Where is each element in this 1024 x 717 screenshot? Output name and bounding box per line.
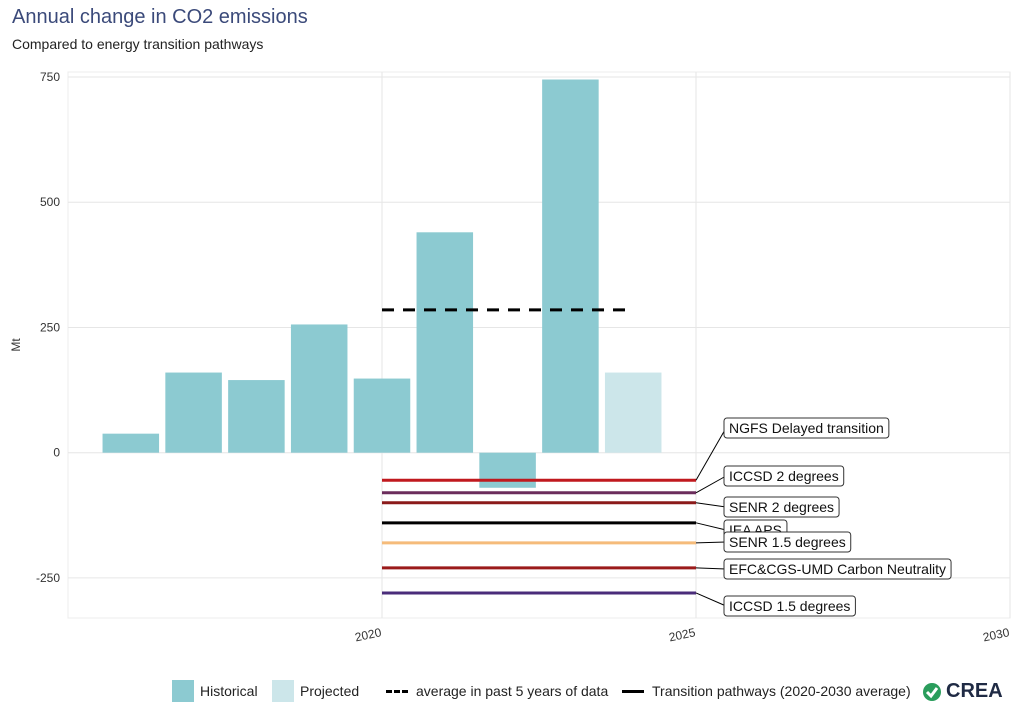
historical-bar — [479, 452, 536, 488]
pathway-label-box — [723, 558, 952, 580]
legend-projected-label: Projected — [300, 683, 360, 699]
chart-canvas: -250 0 250 500 750 2020 2025 2030 Mt NGFS Delayed… — [9, 70, 1011, 644]
x-tick-label: 2025 — [668, 625, 697, 644]
historical-bar — [102, 433, 160, 453]
legend-historical: Historical — [172, 680, 258, 702]
historical-bar — [542, 79, 599, 453]
legend-average-label: average in past 5 years of data — [416, 683, 609, 699]
plot-panel — [67, 71, 1011, 619]
crea-logo-icon — [923, 682, 941, 701]
y-tick-label: 0 — [53, 446, 60, 460]
historical-bar — [228, 380, 285, 453]
chart-subtitle: Compared to energy transition pathways — [12, 36, 264, 52]
legend-pathways: Transition pathways (2020-2030 average) — [622, 683, 911, 699]
legend-projected-swatch — [272, 680, 294, 702]
chart-title: Annual change in CO2 emissions — [12, 6, 308, 28]
pathway-connector — [695, 567, 727, 570]
chart-legend: Historical Projected average in past 5 y… — [0, 680, 1024, 708]
legend-projected: Projected — [272, 680, 359, 702]
pathway-label: SENR 1.5 degrees — [729, 534, 846, 550]
y-axis-label: Mt — [9, 338, 23, 352]
pathway-label: EFC&CGS-UMD Carbon Neutrality — [729, 561, 946, 577]
pathway-label: ICCSD 1.5 degrees — [729, 598, 850, 614]
pathway-label: NGFS Delayed transition — [729, 420, 884, 436]
historical-bar — [165, 372, 222, 453]
y-tick-label: -250 — [36, 571, 60, 585]
legend-average-line — [386, 689, 408, 693]
pathway-label: SENR 2 degrees — [729, 499, 834, 515]
pathway-label-box — [723, 465, 845, 487]
historical-bar — [416, 232, 474, 453]
pathway-label-box — [723, 531, 852, 553]
pathway-connector — [695, 541, 727, 544]
pathway-label-box — [723, 417, 890, 439]
pathway-label: ICCSD 2 degrees — [729, 468, 839, 484]
crea-logo: CREA — [922, 680, 1003, 703]
historical-bar — [353, 378, 411, 453]
crea-logo-text: CREA — [946, 680, 1003, 702]
pathway-label-box — [723, 496, 840, 518]
y-tick-label: 750 — [40, 70, 60, 84]
legend-historical-swatch — [172, 680, 194, 702]
legend-pathways-line — [622, 689, 644, 693]
y-tick-label: 250 — [40, 320, 60, 334]
pathway-label-box — [723, 595, 856, 617]
legend-historical-label: Historical — [200, 683, 258, 699]
projected-bar — [604, 372, 662, 453]
pathway-connector — [695, 427, 727, 481]
historical-bar — [290, 324, 348, 453]
legend-average: average in past 5 years of data — [386, 683, 608, 699]
pathway-connector — [695, 502, 727, 508]
y-tick-label: 500 — [40, 195, 60, 209]
pathway-connector — [695, 522, 727, 531]
x-tick-label: 2020 — [354, 625, 383, 644]
legend-pathways-label: Transition pathways (2020-2030 average) — [652, 683, 911, 699]
x-tick-label: 2030 — [982, 625, 1011, 644]
pathway-connector — [695, 592, 727, 607]
pathway-connector — [695, 475, 727, 494]
